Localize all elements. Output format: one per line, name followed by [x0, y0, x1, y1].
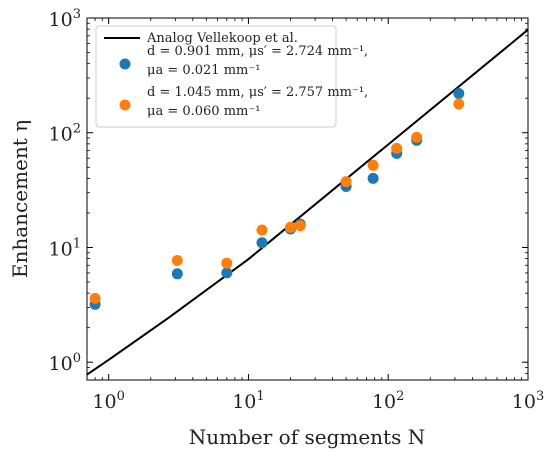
- legend-box: [95, 25, 337, 128]
- legend-label: d = 0.901 mm, μs′ = 2.724 mm⁻¹,: [147, 44, 368, 59]
- y-axis-title: Enhancement η: [8, 120, 32, 278]
- legend-point-marker: [119, 99, 131, 111]
- data-point-series-2: [256, 224, 268, 236]
- data-point-series-2: [453, 98, 465, 110]
- data-point-series-2: [285, 221, 296, 233]
- data-point-series-1: [171, 268, 183, 280]
- y-tick-label: 103: [49, 7, 81, 31]
- data-point-series-1: [453, 88, 465, 99]
- data-point-series-2: [391, 142, 403, 154]
- legend-label: Analog Vellekoop et al.: [146, 31, 298, 46]
- data-point-series-2: [89, 292, 101, 304]
- series-points: [89, 88, 465, 310]
- series-lines: [87, 28, 528, 376]
- legend: Analog Vellekoop et al.d = 0.901 mm, μs′…: [95, 25, 368, 128]
- x-axis-title: Number of segments N: [189, 425, 425, 449]
- data-point-series-2: [221, 257, 233, 269]
- legend-label: μa = 0.060 mm⁻¹: [147, 104, 260, 119]
- x-tick-label: 102: [372, 389, 404, 413]
- data-point-series-1: [367, 172, 379, 184]
- legend-label: μa = 0.021 mm⁻¹: [147, 63, 260, 78]
- x-tick-label: 101: [232, 389, 264, 413]
- y-tick-label: 101: [49, 236, 81, 260]
- data-point-series-2: [171, 255, 183, 266]
- data-point-series-2: [294, 220, 306, 232]
- data-point-series-2: [340, 176, 352, 188]
- axis-ticks: 100 101 102 103 100 101 102 103: [49, 7, 545, 413]
- data-point-series-2: [411, 131, 423, 143]
- x-tick-label: 100: [92, 389, 124, 413]
- y-tick-label: 100: [49, 351, 81, 375]
- data-point-series-2: [367, 159, 379, 171]
- x-tick-label: 103: [512, 389, 544, 413]
- data-point-series-1: [256, 237, 268, 249]
- legend-point-marker: [119, 58, 131, 70]
- y-tick-label: 102: [49, 122, 81, 146]
- data-point-series-1: [221, 267, 233, 279]
- series-line-vellekoop: [87, 28, 528, 376]
- legend-label: d = 1.045 mm, μs′ = 2.757 mm⁻¹,: [147, 85, 368, 100]
